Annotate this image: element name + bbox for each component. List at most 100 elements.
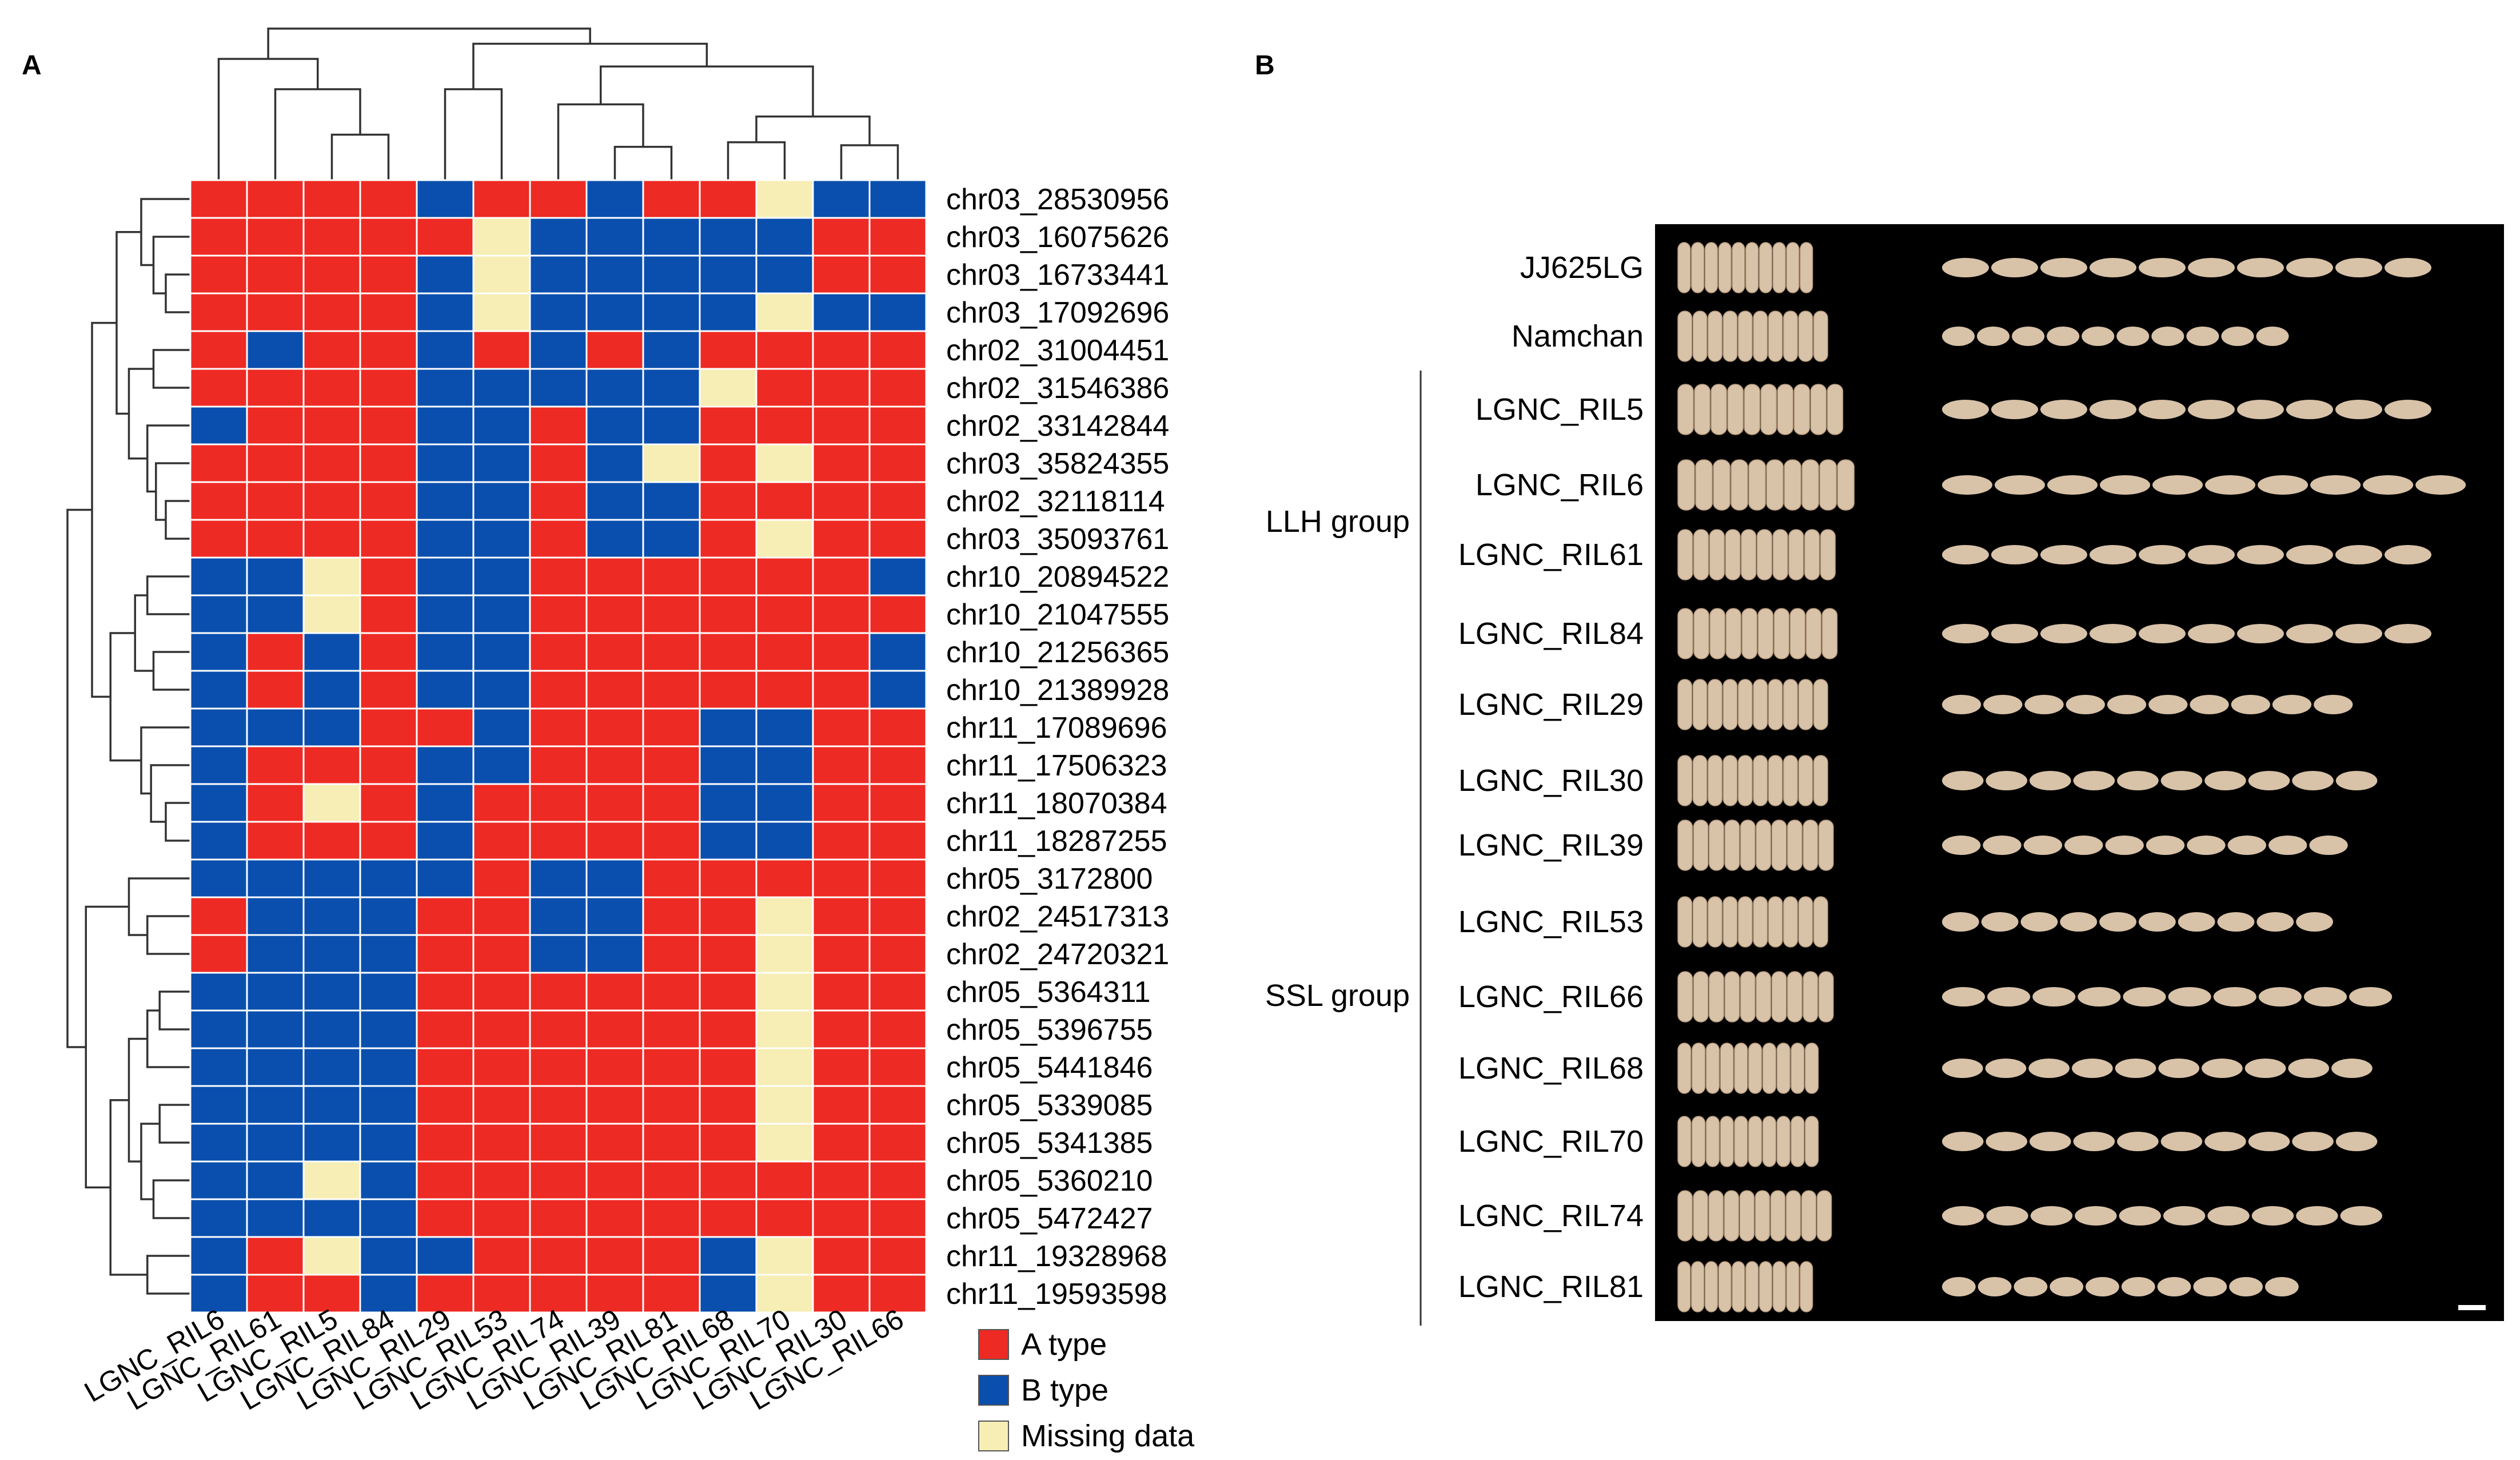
heatmap-cell <box>868 934 927 974</box>
grain-row <box>2032 987 2076 1007</box>
heatmap-cell <box>642 179 701 219</box>
marker-labels: chr03_28530956 chr03_16075626 chr03_167334… <box>946 183 1169 1311</box>
heatmap-cell <box>189 934 248 974</box>
marker-label: chr02_31004451 <box>946 334 1169 367</box>
grain-stack <box>1737 755 1753 806</box>
grain-stack <box>1768 311 1783 362</box>
grain-row <box>1991 624 2038 643</box>
heatmap-cell <box>416 632 475 672</box>
grain-stack <box>1740 819 1756 871</box>
grain-stack <box>1773 608 1790 659</box>
heatmap-cell <box>359 1236 418 1276</box>
heatmap-cell <box>812 745 871 785</box>
heatmap-cell <box>868 1274 927 1314</box>
grain-stack <box>1732 1261 1745 1312</box>
grain-stack <box>1677 311 1693 362</box>
dendrogram-branch <box>152 349 190 389</box>
heatmap-cell <box>585 707 644 747</box>
grain-stack <box>1693 529 1709 580</box>
heatmap-cell <box>472 972 531 1012</box>
grain-row <box>2040 258 2087 277</box>
grain-row <box>2213 987 2256 1007</box>
heatmap-cell <box>642 896 701 936</box>
grain-stack <box>1744 384 1760 435</box>
heatmap-cell <box>812 254 871 295</box>
dendrogram-branch <box>146 915 190 955</box>
grain-row <box>2309 836 2348 855</box>
heatmap-cell <box>189 821 248 861</box>
heatmap-cell <box>812 556 871 596</box>
grain-stack <box>1692 679 1708 730</box>
heatmap-cell <box>642 1236 701 1276</box>
grain-row <box>2117 1132 2159 1151</box>
heatmap-cell <box>302 670 361 710</box>
grain-stack <box>1695 459 1713 511</box>
dendrogram-branch <box>444 88 503 180</box>
grain-row <box>2139 912 2176 932</box>
heatmap-cell <box>302 821 361 861</box>
marker-label: chr05_5441846 <box>946 1051 1153 1084</box>
grain-row <box>2168 987 2211 1007</box>
dendrogram-branch <box>158 1104 190 1144</box>
grain-stack <box>1724 1190 1739 1242</box>
grain-row <box>2020 912 2058 932</box>
grain-row <box>2292 771 2334 790</box>
heatmap-cell <box>416 254 475 295</box>
heatmap-cell <box>359 1160 418 1200</box>
grain-stack <box>1677 1261 1691 1312</box>
heatmap-cell <box>812 670 871 710</box>
heatmap-cell <box>585 858 644 898</box>
heatmap-cell <box>189 368 248 408</box>
heatmap-cell <box>246 519 305 559</box>
grain-row <box>2064 836 2103 855</box>
grain-row <box>2229 1277 2263 1296</box>
heatmap-cell <box>302 292 361 332</box>
heatmap-cell <box>642 745 701 785</box>
grain-row <box>1942 545 1989 564</box>
grain-stack <box>1677 679 1693 730</box>
grain-stack <box>1693 608 1709 659</box>
grain-stack <box>1785 1190 1801 1242</box>
heatmap-cell <box>699 896 757 936</box>
legend-swatch <box>978 1421 1009 1451</box>
grain-row <box>2012 327 2045 346</box>
grain-row <box>1942 475 1993 495</box>
grain-stack <box>1692 755 1708 806</box>
heatmap-cell <box>868 405 927 445</box>
heatmap-cell <box>246 1236 305 1276</box>
grain-stack <box>1691 242 1705 293</box>
grain-stack <box>1772 242 1786 293</box>
grain-row <box>1983 695 2023 714</box>
heatmap-cell <box>812 368 871 408</box>
grain-stack <box>1737 311 1753 362</box>
heatmap-cell <box>755 481 814 521</box>
grain-row <box>2256 327 2289 346</box>
legend-label: B type <box>1021 1373 1109 1407</box>
grain-row <box>2237 400 2284 419</box>
heatmap-cell <box>585 1123 644 1163</box>
heatmap-cell <box>189 254 248 295</box>
dendrogram-branch <box>140 198 190 266</box>
heatmap-cell <box>642 481 701 521</box>
grain-stack <box>1768 679 1783 730</box>
heatmap-cell <box>359 1085 418 1125</box>
dendrogram-branch <box>217 58 319 180</box>
heatmap-cell <box>755 292 814 332</box>
marker-label: chr10_20894522 <box>946 560 1169 594</box>
heatmap-cell <box>189 896 248 936</box>
heatmap-cell <box>246 368 305 408</box>
marker-label: chr05_5360210 <box>946 1164 1153 1198</box>
grain-row <box>1981 912 2019 932</box>
heatmap-cell <box>699 821 757 861</box>
grain-stack <box>1692 311 1708 362</box>
group-brackets: LLH group SSL group <box>1265 371 1422 1326</box>
grain-stack <box>1756 819 1772 871</box>
sample-name: LGNC_RIL66 <box>1458 980 1644 1014</box>
heatmap-cell <box>359 330 418 370</box>
heatmap-cell <box>868 254 927 295</box>
grain-stack <box>1818 971 1834 1023</box>
grain-stack <box>1739 1190 1755 1242</box>
heatmap-cell <box>189 858 248 898</box>
heatmap-cell <box>812 858 871 898</box>
heatmap-cell <box>755 972 814 1012</box>
